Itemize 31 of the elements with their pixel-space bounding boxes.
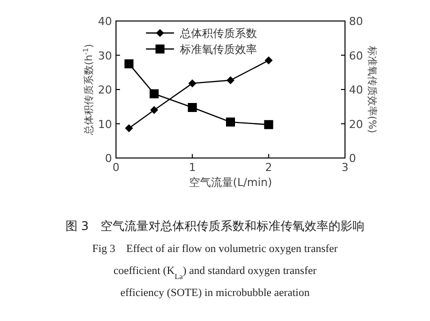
point <box>150 106 158 114</box>
x-tick-label: 2 <box>265 161 272 174</box>
y-tick-label: 40 <box>98 15 112 28</box>
point <box>226 118 235 127</box>
point <box>226 76 234 84</box>
x-tick-label: 1 <box>188 161 196 174</box>
caption: Fig 3 Effect of air flow on volumetric oxygen transfer <box>92 243 338 255</box>
y2-axis-title: 标准氧传质效率(%) <box>366 44 378 134</box>
caption: 图 3 空气流量对总体积传质系数和标准传氧效率的影响 <box>65 219 365 233</box>
y2-tick-label: 0 <box>349 152 356 165</box>
text: efficiency (SOTE) in microbubble aeration <box>120 287 310 299</box>
y2-tick-label: 40 <box>349 84 363 96</box>
y-tick-label: 30 <box>98 49 112 62</box>
y2-tick-label: 60 <box>349 49 363 62</box>
x-axis-title: 空气流量(L/min) <box>188 176 272 189</box>
y-tick-label: 0 <box>105 152 112 165</box>
point <box>264 120 274 130</box>
y2-tick-label: 80 <box>349 15 363 28</box>
y-tick-label: 20 <box>98 84 112 96</box>
text: coefficient (K$_{La}$) and standard oxygen transfer <box>113 265 317 280</box>
point <box>264 56 273 64</box>
point <box>188 102 197 112</box>
x-tick-label: 3 <box>342 161 348 174</box>
point <box>150 89 159 98</box>
y2-tick-label: 20 <box>349 118 363 131</box>
point <box>124 59 134 68</box>
legend-label: 标准氧传质效率 <box>179 43 257 56</box>
y-tick-label: 10 <box>98 118 112 131</box>
legend-label: 总体积传质系数 <box>179 27 257 40</box>
point <box>188 79 196 88</box>
point <box>124 124 133 132</box>
